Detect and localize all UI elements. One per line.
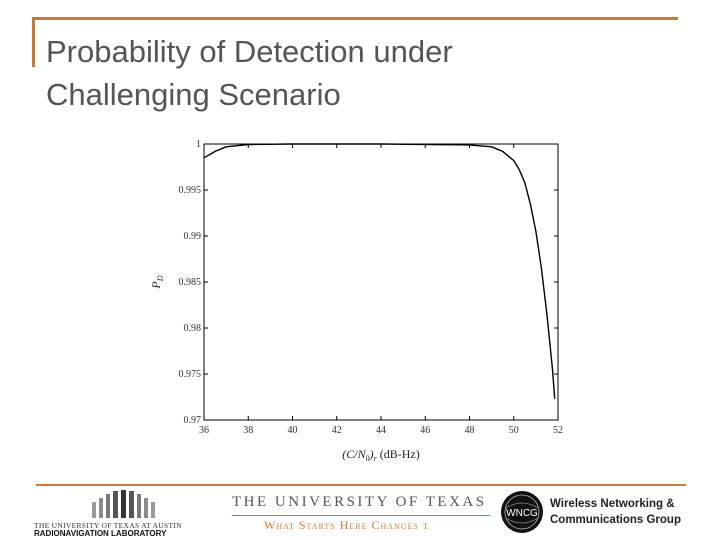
title-left-rule [32,17,35,67]
y-tick-label: 0.995 [179,185,202,196]
x-axis-ticks: 36 38 40 42 44 46 48 50 52 [199,144,563,436]
y-tick-label: 0.98 [184,323,202,334]
slide-title: Probability of Detection under Challengi… [46,30,646,116]
x-tick-label: 44 [376,425,386,436]
ut-motto: What Starts Here Changes t [264,518,429,532]
x-tick-label: 50 [509,425,519,436]
lab-university-line: THE UNIVERSITY OF TEXAS AT AUSTIN [34,521,182,530]
x-tick-label: 38 [243,425,253,436]
x-tick-label: 46 [420,425,430,436]
wncg-name-line-1: Wireless Networking & [550,498,675,510]
y-tick-label: 0.985 [179,277,202,288]
slide-title-line-1: Probability of Detection under [46,34,453,69]
y-axis-ticks: 0.97 0.975 0.98 0.985 0.99 0.995 1 [179,139,558,426]
title-top-rule [32,17,678,20]
x-tick-label: 40 [288,425,298,436]
x-tick-label: 42 [332,425,342,436]
x-tick-label: 48 [465,425,475,436]
radionavigation-lab-logo: THE UNIVERSITY OF TEXAS AT AUSTIN RADION… [34,490,214,538]
plot-frame [203,143,559,421]
slide-title-line-2: Challenging Scenario [46,77,341,112]
lab-bars-icon [92,490,155,518]
x-axis-label: (C/N0)r (dB-Hz) [342,447,419,463]
x-tick-label: 36 [199,425,209,436]
wncg-name-line-2: Communications Group [550,514,681,526]
detection-probability-chart: 36 38 40 42 44 46 48 50 52 0.970.9750.980.9850.9… [149,139,563,463]
y-axis-label: PD [149,275,165,289]
pd-curve [203,143,556,399]
y-tick-label: 0.99 [184,231,202,242]
y-tick-label: 0.975 [179,369,202,380]
wncg-badge-icon: WNCG [501,491,543,533]
footer-rule [36,484,686,486]
wncg-badge-text: WNCG [506,508,538,519]
x-tick-label: 52 [553,425,563,436]
y-tick-label: 1 [196,139,201,150]
ut-austin-wordmark: THE UNIVERSITY OF TEXAS What Starts Here… [232,494,492,538]
ut-wordmark-rule [232,515,490,516]
wncg-logo: WNCG Wireless Networking & Communication… [500,490,700,536]
lab-name-line: RADIONAVIGATION LABORATORY [34,529,167,538]
y-tick-label: 0.97 [184,415,202,426]
ut-name: THE UNIVERSITY OF TEXAS [232,494,487,510]
